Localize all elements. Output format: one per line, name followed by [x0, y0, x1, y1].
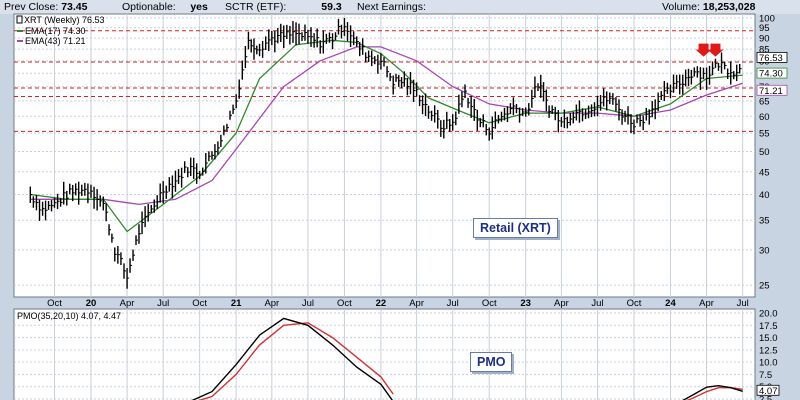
price-value-label: 76.53 — [759, 53, 783, 64]
pmo-grid — [14, 309, 755, 400]
y-tick-label: 25 — [759, 281, 770, 292]
red-arrow-icon — [707, 43, 724, 57]
legend-pmo: PMO(35,20,10) 4.07, 4.47 — [17, 311, 121, 321]
pmo-box-label: PMO — [477, 355, 506, 369]
y-tick-label: 40 — [759, 190, 770, 201]
x-tick-label: 22 — [376, 298, 387, 309]
y-tick-label: 60 — [759, 112, 770, 123]
optionable-value: yes — [190, 1, 208, 13]
pmo-y-tick-label: 15.0 — [759, 333, 778, 344]
pmo-y-tick-label: 17.5 — [759, 321, 778, 332]
arrows — [695, 43, 724, 57]
legend-ema17: EMA(17) 74.30 — [25, 26, 86, 36]
pmo-value-label-bg — [756, 384, 780, 396]
sctr-label: SCTR (ETF): — [225, 1, 287, 13]
y-tick-label: 35 — [759, 216, 770, 227]
x-tick-label: 21 — [231, 298, 242, 309]
pmo-y-tick-label: 10.0 — [759, 358, 778, 369]
pmo-y-tick-label: 12.5 — [759, 345, 778, 356]
volume: Volume: 18,253,028 — [662, 1, 755, 13]
y-tick-label: 30 — [759, 245, 770, 256]
pmo-y-tick-label: 2.5 — [759, 395, 772, 400]
y-tick-label: 55 — [759, 129, 770, 140]
pmo-y-tick-label: 20.0 — [759, 309, 778, 320]
y-tick-label: 50 — [759, 147, 770, 158]
price-grid — [14, 14, 755, 297]
x-tick-label: 20 — [86, 298, 97, 309]
x-tick-label: Jul — [591, 298, 603, 309]
y-tick-label: 85 — [759, 45, 770, 56]
x-tick-label: Oct — [337, 298, 352, 309]
x-tick-label: Apr — [554, 298, 569, 309]
y-tick-label: 95 — [759, 23, 770, 34]
x-tick-label: Apr — [409, 298, 424, 309]
price-labels: 76.53 74.30 71.21 — [756, 51, 788, 97]
prev-close: Prev Close: 73.45 — [4, 1, 87, 13]
pmo-label: 4.07 — [756, 384, 780, 397]
price-value-label-bg — [756, 67, 788, 79]
x-tick-label: Apr — [264, 298, 279, 309]
optionable-label: Optionable: — [122, 1, 176, 13]
red-arrow-icon — [695, 43, 712, 57]
legend-ema43: EMA(43) 71.21 — [25, 36, 86, 46]
x-tick-label: Jul — [302, 298, 314, 309]
x-tick-label: Apr — [699, 298, 714, 309]
x-tick-label: Oct — [47, 298, 62, 309]
sctr: SCTR (ETF): 59.3 — [225, 1, 342, 13]
optionable: Optionable: yes — [122, 1, 208, 13]
candle-icon — [16, 15, 23, 24]
x-tick-label: 24 — [665, 298, 676, 309]
legend-symbol: XRT (Weekly) 76.53 — [24, 15, 105, 25]
x-tick-label: 23 — [520, 298, 531, 309]
volume-value: 18,253,028 — [702, 1, 756, 13]
price-bars — [29, 18, 742, 289]
pmo-line — [191, 317, 393, 400]
sctr-value: 59.3 — [321, 1, 342, 13]
price-legend: XRT (Weekly) 76.53 EMA(17) 74.30 EMA(43)… — [16, 15, 105, 46]
pmo-label-box: PMO — [470, 352, 513, 372]
x-tick-label: Jul — [737, 298, 749, 309]
pmo-lines — [191, 317, 743, 400]
volume-label: Volume: — [662, 1, 700, 13]
pmo-signal-line — [198, 322, 394, 400]
pmo-line — [682, 384, 743, 400]
pmo-y-tick-label: 7.5 — [759, 370, 772, 381]
price-value-label: 74.30 — [759, 69, 783, 80]
next-earnings: Next Earnings: — [357, 1, 426, 13]
x-ticks: Oct 20 Apr Jul Oct 21 Apr Jul Oct 22 Apr Jul Oct 23 Ap… — [47, 298, 749, 309]
y-tick-label: 45 — [759, 167, 770, 178]
x-tick-label: Oct — [192, 298, 207, 309]
x-tick-label: Apr — [120, 298, 135, 309]
pmo-panel — [13, 308, 756, 400]
y-tick-label: 90 — [759, 34, 770, 45]
y-tick-label: 65 — [759, 96, 770, 107]
prev-close-value: 73.45 — [61, 1, 88, 13]
x-tick-label: Jul — [157, 298, 169, 309]
y-tick-label: 100 — [759, 13, 775, 24]
retail-label: Retail (XRT) — [480, 221, 551, 235]
header-strip: Prev Close: 73.45 Optionable: yes SCTR (… — [0, 0, 800, 14]
next-earnings-label: Next Earnings: — [357, 1, 426, 13]
pmo-value-label: 4.07 — [759, 386, 778, 397]
x-tick-label: Oct — [627, 298, 642, 309]
price-value-label: 71.21 — [759, 86, 783, 97]
x-tick-label: Oct — [482, 298, 497, 309]
price-value-label-bg — [756, 84, 788, 96]
price-value-label-bg — [756, 51, 788, 63]
x-tick-label: Jul — [447, 298, 459, 309]
retail-label-box: Retail (XRT) — [473, 218, 558, 238]
prev-close-label: Prev Close: — [4, 1, 59, 13]
